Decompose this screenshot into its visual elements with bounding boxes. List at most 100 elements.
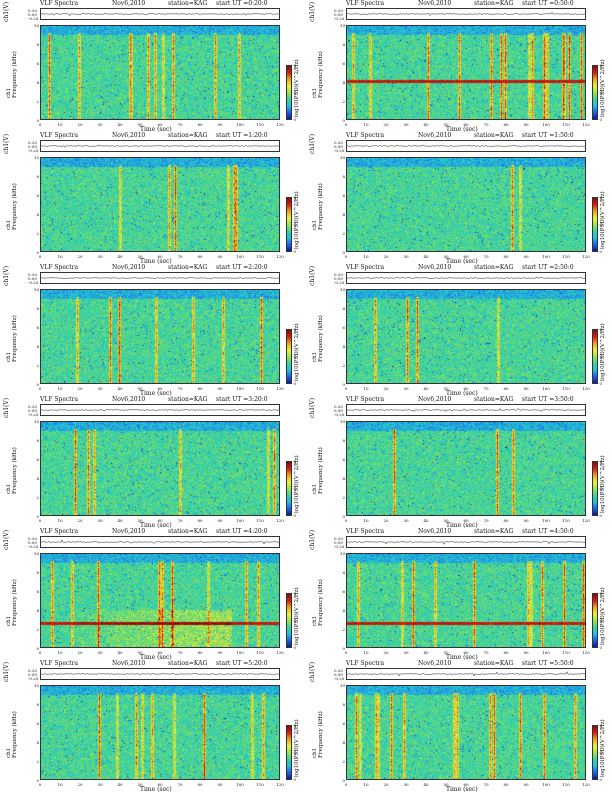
frequency-tick-label: 0: [36, 117, 39, 123]
time-tick-label: 50: [443, 518, 449, 523]
frequency-tick-label: 6: [342, 192, 345, 198]
time-tick-label: 10: [57, 518, 63, 523]
waveform-trace: [346, 272, 586, 284]
colorbar: [592, 65, 598, 120]
time-tick-label: 60: [157, 782, 163, 787]
frequency-tick-label: 0: [36, 381, 39, 387]
spectrogram-image: [346, 553, 586, 648]
time-tick-label: 10: [363, 518, 369, 523]
time-tick-label: 70: [177, 386, 183, 391]
frequency-axis-title: Frequency (kHz): [318, 51, 324, 98]
time-tick-label: 10: [57, 386, 63, 391]
time-tick-label: 120: [582, 650, 590, 655]
time-tick-label: 70: [483, 650, 489, 655]
panel-station: station=KAG: [474, 528, 514, 535]
time-axis-label: Time (sec): [140, 522, 172, 529]
time-tick-label: 70: [483, 518, 489, 523]
time-tick-label: 50: [137, 650, 143, 655]
time-tick-label: 0: [38, 650, 42, 655]
trace-axis-label: ch1(V): [3, 397, 10, 418]
time-tick-label: 60: [463, 386, 469, 391]
frequency-axis-title: Frequency (kHz): [12, 447, 18, 494]
frequency-axis-label: ch1 Frequency (kHz): [312, 711, 324, 758]
time-tick-label: 0: [38, 254, 42, 259]
time-tick-label: 90: [217, 650, 223, 655]
frequency-tick-label: 2: [36, 494, 39, 500]
spectrogram-canvas: [41, 422, 279, 515]
panel-station: station=KAG: [168, 0, 208, 7]
colorbar: [592, 197, 598, 252]
panel-start-ut: start UT =3:50:0: [522, 396, 574, 403]
waveform-trace-svg: [347, 11, 585, 17]
panel-title: VLF Spectra: [346, 0, 385, 7]
time-axis-label: Time (sec): [446, 786, 478, 793]
time-tick-label: 60: [157, 650, 163, 655]
frequency-tick-label: 2: [342, 626, 345, 632]
time-tick-label: 30: [97, 386, 103, 391]
panel-start-ut: start UT =5:50:0: [522, 660, 574, 667]
spectrogram-canvas: [41, 290, 279, 383]
frequency-tick-label: 10: [33, 550, 39, 556]
colorbar-tick-label: -5: [293, 778, 297, 782]
time-tick-label: 20: [77, 254, 83, 259]
time-tick-label: 80: [197, 386, 203, 391]
time-tick-label: 10: [363, 650, 369, 655]
trace-tick-label: 0.20: [28, 272, 37, 277]
panel-start-ut: start UT =0:50:0: [522, 0, 574, 7]
trace-tick-label: -0.20: [334, 16, 345, 21]
time-tick-label: 90: [523, 122, 529, 127]
time-tick-label: 110: [256, 122, 264, 127]
time-tick-label: 30: [97, 254, 103, 259]
time-tick-label: 30: [403, 650, 409, 655]
colorbar-tick-label: -2: [293, 196, 297, 200]
time-tick-label: 10: [57, 122, 63, 127]
panel-start-ut: start UT =2:20:0: [216, 264, 268, 271]
time-tick-label: 90: [217, 122, 223, 127]
trace-tick-label: 0.20: [334, 404, 343, 409]
colorbar-tick-label: -4: [293, 487, 297, 491]
colorbar: [286, 197, 292, 252]
spectrogram-panel: VLF Spectra Nov6,2010 station=KAG start UT …: [0, 528, 306, 661]
trace-tick-label: -0.20: [334, 676, 345, 681]
time-tick-label: 10: [57, 254, 63, 259]
frequency-tick-label: 8: [36, 305, 39, 311]
frequency-tick-label: 4: [342, 607, 345, 613]
spectrogram-panel: VLF Spectra Nov6,2010 station=KAG start UT …: [306, 660, 612, 793]
colorbar-tick-label: -5: [293, 514, 297, 518]
trace-tick-label: -0.20: [28, 280, 39, 285]
waveform-trace: [40, 404, 280, 416]
spectrogram-panel: VLF Spectra Nov6,2010 station=KAG start UT …: [0, 132, 306, 265]
time-tick-label: 50: [443, 386, 449, 391]
panel-start-ut: start UT =2:50:0: [522, 264, 574, 271]
colorbar: [592, 725, 598, 780]
frequency-axis-label: ch1 Frequency (kHz): [312, 447, 324, 494]
panel-date: Nov6,2010: [112, 0, 146, 7]
frequency-tick-label: 2: [342, 98, 345, 104]
trace-tick-label: 0.20: [334, 668, 343, 673]
spectrogram-canvas: [347, 158, 585, 251]
frequency-axis-title: Frequency (kHz): [12, 51, 18, 98]
trace-tick-label: -0.20: [28, 16, 39, 21]
waveform-trace-svg: [347, 145, 585, 148]
spectrogram-panel: VLF Spectra Nov6,2010 station=KAG start UT …: [306, 0, 612, 133]
frequency-tick-label: 10: [339, 682, 345, 688]
spectrogram-canvas: [41, 686, 279, 779]
frequency-tick-label: 4: [36, 79, 39, 85]
colorbar-tick-label: -4: [293, 619, 297, 623]
time-tick-label: 100: [236, 518, 244, 523]
time-tick-label: 10: [363, 782, 369, 787]
time-axis-label: Time (sec): [140, 126, 172, 133]
time-tick-label: 40: [423, 650, 429, 655]
time-tick-label: 100: [236, 782, 244, 787]
spectrogram-image: [40, 25, 280, 120]
panel-station: station=KAG: [474, 396, 514, 403]
spectrogram-canvas: [347, 26, 585, 119]
frequency-tick-label: 4: [342, 343, 345, 349]
panel-station: station=KAG: [474, 660, 514, 667]
time-tick-label: 40: [117, 254, 123, 259]
trace-tick-label: -0.20: [28, 412, 39, 417]
trace-tick-label: 0.20: [28, 8, 37, 13]
colorbar-tick-label: -2: [293, 460, 297, 464]
frequency-tick-label: 8: [36, 437, 39, 443]
